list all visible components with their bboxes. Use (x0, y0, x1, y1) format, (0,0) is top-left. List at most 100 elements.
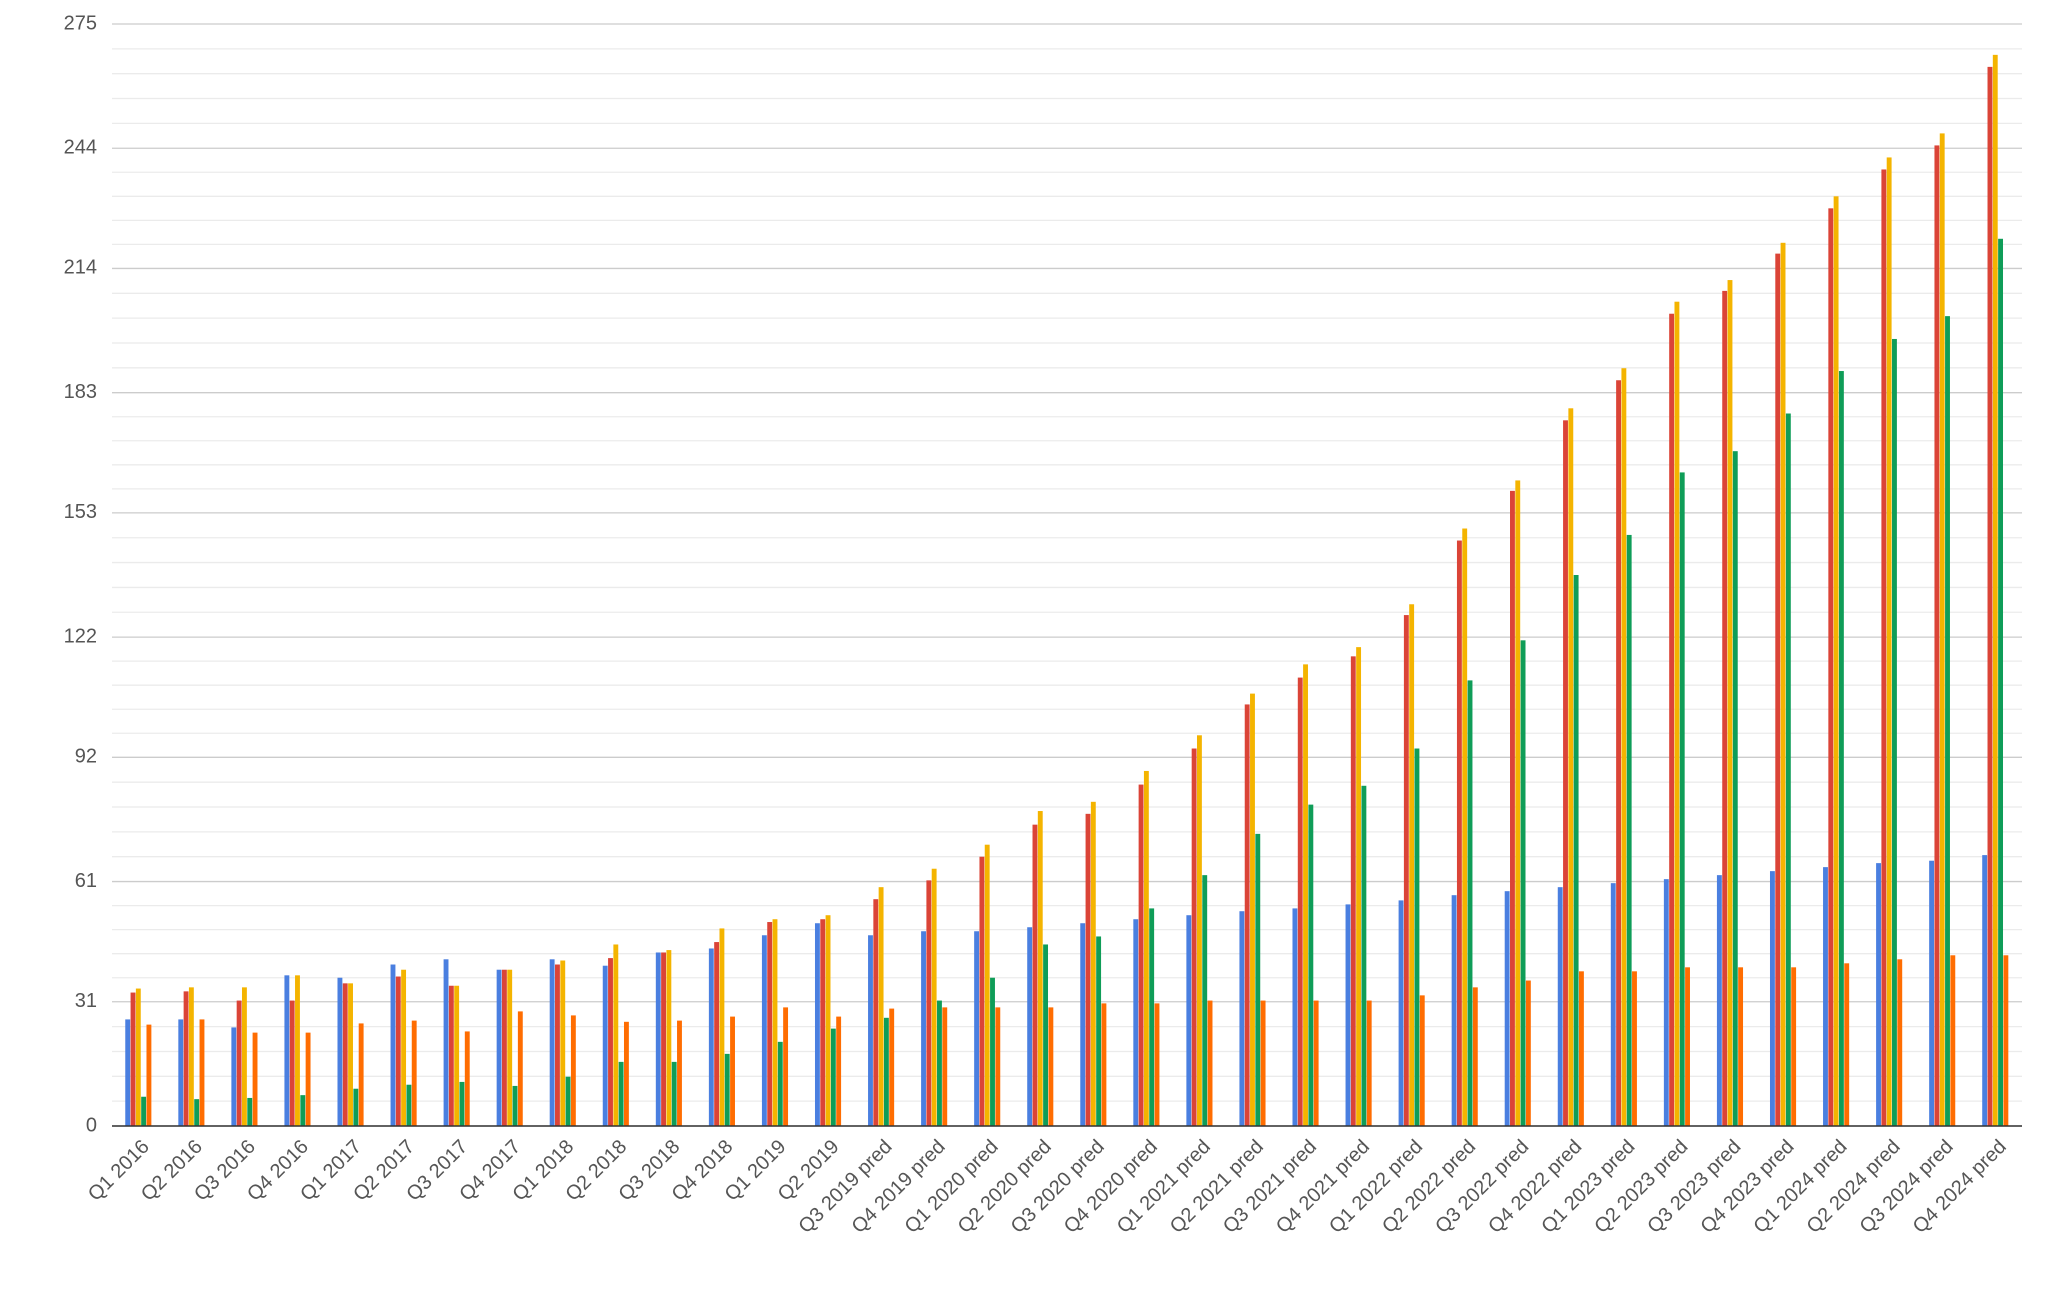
bar (1685, 967, 1690, 1126)
bar (1982, 855, 1988, 1126)
bar (1080, 923, 1086, 1126)
bar (1934, 145, 1940, 1127)
bar (1578, 971, 1584, 1126)
bar (241, 987, 247, 1126)
bar (719, 928, 725, 1126)
bar (1722, 290, 1728, 1126)
bar (300, 1095, 306, 1126)
bar (1138, 784, 1144, 1126)
x-tick-label: Q2 2022 pred (1378, 1136, 1480, 1238)
bar (1610, 883, 1616, 1126)
bar (194, 1099, 200, 1126)
bar (1785, 413, 1791, 1126)
bar (1679, 472, 1685, 1126)
bar (714, 942, 720, 1126)
bar (878, 887, 884, 1126)
bar (496, 969, 502, 1126)
bar (390, 964, 396, 1126)
bar (1632, 971, 1637, 1126)
bar (1345, 904, 1351, 1126)
y-tick-label: 183 (64, 381, 97, 403)
bar (1356, 647, 1362, 1126)
bar (1838, 371, 1844, 1127)
bar (772, 919, 778, 1126)
bar (1133, 919, 1139, 1126)
bar (613, 944, 619, 1126)
bar (1462, 528, 1468, 1126)
bar (1515, 480, 1521, 1127)
bar (1308, 804, 1314, 1126)
x-tick-label: Q1 2024 pred (1750, 1136, 1852, 1238)
bar (618, 1061, 624, 1126)
bar (1945, 316, 1950, 1126)
bar (1186, 915, 1192, 1126)
bar (984, 844, 990, 1126)
bar (836, 1016, 842, 1126)
bar (1037, 811, 1043, 1126)
bar (724, 1053, 730, 1126)
bar (1456, 540, 1462, 1126)
x-tick-label: Q1 2021 pred (1113, 1136, 1215, 1238)
bar (1621, 368, 1627, 1126)
bar (1149, 908, 1155, 1126)
bar (1101, 1003, 1107, 1126)
x-tick-label: Q1 2023 pred (1537, 1136, 1639, 1238)
bar (178, 1019, 184, 1126)
bar (289, 1000, 295, 1126)
bar (1472, 987, 1478, 1126)
bar (1732, 451, 1738, 1126)
bar (1563, 420, 1568, 1126)
bar (501, 969, 507, 1126)
bar (825, 915, 831, 1126)
bar (236, 1000, 242, 1126)
x-tick-label: Q4 2023 pred (1696, 1136, 1798, 1238)
bar (1292, 908, 1298, 1126)
bar (1738, 967, 1744, 1126)
bar (1398, 900, 1404, 1126)
bar (1207, 1000, 1213, 1126)
bar (1897, 959, 1903, 1126)
bar (401, 969, 407, 1126)
bar (1202, 875, 1208, 1126)
bar (252, 1032, 258, 1126)
bar (1419, 995, 1425, 1126)
bar (1674, 301, 1680, 1127)
bar (1043, 944, 1049, 1126)
bar (1557, 887, 1563, 1126)
bar (443, 959, 449, 1126)
bar (1876, 863, 1881, 1126)
bar (1244, 704, 1250, 1126)
bar (464, 1031, 470, 1126)
bar (406, 1084, 412, 1126)
bar (411, 1020, 417, 1126)
bar (995, 1007, 1001, 1126)
x-tick-label: Q1 2022 pred (1325, 1136, 1427, 1238)
bar (1414, 748, 1420, 1126)
bar (125, 1019, 131, 1126)
bar (1451, 895, 1457, 1126)
bar (1844, 963, 1850, 1126)
bar (942, 1007, 948, 1126)
bar (868, 935, 873, 1126)
bar (1032, 824, 1038, 1126)
bar (337, 977, 343, 1126)
bar (1090, 801, 1096, 1126)
bar (517, 1011, 523, 1126)
bar (883, 1017, 889, 1126)
bar (199, 1019, 205, 1126)
bar (1525, 980, 1531, 1126)
x-tick-label: Q3 2023 pred (1643, 1136, 1745, 1238)
bar (231, 1027, 237, 1126)
bar (1260, 1000, 1266, 1126)
bar (1727, 280, 1733, 1127)
bar (873, 899, 879, 1126)
bar (141, 1096, 147, 1126)
y-tick-label: 31 (75, 990, 97, 1012)
bar (931, 868, 937, 1126)
x-tick-label: Q2 2023 pred (1590, 1136, 1692, 1238)
bar (342, 983, 348, 1126)
bar (1929, 860, 1935, 1126)
y-tick-label: 153 (64, 501, 97, 523)
